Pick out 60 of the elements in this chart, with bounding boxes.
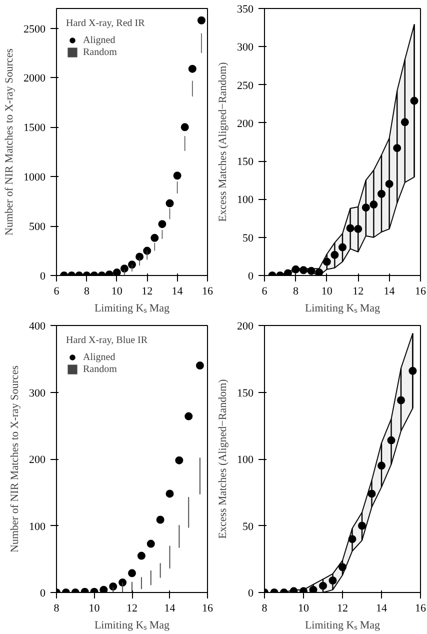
x-tick-label: 16 [202,286,214,298]
y-axis-title: Number of NIR Matches to X-ray Sources [9,366,21,552]
y-tick-label: 200 [29,454,46,466]
x-axis-title: Limiting Kₛ Mag [304,302,381,314]
x-tick-label: 8 [292,286,299,298]
y-tick-label: 300 [29,387,46,400]
y-axis-title: Excess Matches (Aligned−Random) [217,62,229,222]
x-tick-label: 8 [84,286,90,298]
x-tick-label: 8 [54,602,60,614]
y-tick-label: 0 [40,588,46,600]
y-tick-label: 50 [242,232,254,244]
x-tick-label: 10 [298,602,310,614]
legend-label: Random [83,46,117,58]
y-tick-label: 300 [237,42,254,54]
y-tick-label: 0 [248,588,254,600]
y-tick-label: 100 [237,454,254,466]
y-tick-label: 200 [237,320,254,332]
x-tick-label: 16 [202,602,214,614]
legend-title: Hard X-ray, Red IR [66,18,145,29]
x-tick-label: 10 [321,286,333,298]
y-tick-label: 2500 [24,23,46,36]
legend-label: Aligned [83,351,116,363]
x-tick-label: 16 [415,602,426,614]
x-tick-label: 12 [352,286,364,298]
y-tick-label: 400 [29,320,46,332]
y-tick-label: 100 [29,520,46,533]
y-tick-label: 2000 [24,72,46,85]
y-tick-label: 1500 [24,122,46,134]
legend-label: Random [83,363,117,375]
x-tick-label: 14 [172,286,184,298]
x-axis-title: Limiting Kₛ Mag [304,620,381,632]
x-tick-label: 6 [54,286,60,298]
y-tick-label: 500 [29,221,46,234]
y-axis-title: Number of NIR Matches to X-ray Sources [4,48,16,236]
y-axis-title: Excess Matches (Aligned−Random) [217,378,229,539]
x-tick-label: 8 [262,602,268,614]
legend-label: Aligned [83,34,116,46]
x-tick-label: 14 [164,602,176,614]
x-tick-label: 14 [376,602,388,614]
x-tick-label: 16 [415,286,426,298]
x-tick-label: 12 [337,602,348,614]
x-axis-title: Limiting Kₛ Mag [94,302,170,314]
x-tick-label: 12 [126,602,138,614]
y-tick-label: 50 [242,520,254,533]
x-tick-label: 14 [384,286,396,298]
x-tick-label: 10 [111,286,123,298]
x-axis-title: Limiting Kₛ Mag [94,620,170,632]
y-tick-label: 200 [237,118,254,130]
y-tick-label: 0 [248,270,254,282]
y-tick-label: 0 [40,270,46,282]
x-tick-label: 10 [88,602,100,614]
y-tick-label: 250 [237,80,254,92]
legend-title: Hard X-ray, Blue IR [66,335,148,346]
y-tick-label: 100 [237,194,254,206]
x-tick-label: 12 [142,286,153,298]
x-tick-label: 6 [262,286,268,298]
y-tick-label: 1000 [24,172,46,184]
y-tick-label: 150 [237,387,254,400]
y-tick-label: 150 [237,156,254,168]
y-tick-label: 350 [237,4,254,16]
